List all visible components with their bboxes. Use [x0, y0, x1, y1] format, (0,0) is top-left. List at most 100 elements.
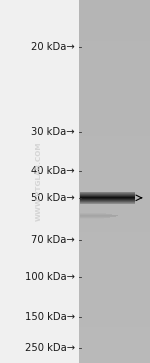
Bar	[79, 186, 150, 189]
Bar	[79, 199, 150, 201]
Bar	[79, 75, 150, 77]
Bar	[79, 327, 150, 329]
Bar	[79, 68, 150, 70]
Bar	[79, 196, 150, 199]
Bar	[79, 213, 150, 215]
Text: 250 kDa→: 250 kDa→	[25, 343, 75, 354]
Bar	[79, 0, 150, 3]
Bar	[79, 19, 150, 22]
Bar	[79, 97, 150, 99]
Bar	[79, 276, 150, 278]
Bar	[79, 126, 150, 128]
Bar	[79, 24, 150, 26]
Bar	[79, 218, 150, 220]
Bar	[79, 266, 150, 269]
Bar	[79, 293, 150, 295]
Bar	[79, 206, 150, 208]
Bar	[79, 41, 150, 44]
Bar	[79, 44, 150, 46]
Bar	[79, 104, 150, 106]
Bar	[79, 133, 150, 135]
Bar	[79, 324, 150, 327]
Bar	[79, 65, 150, 68]
Bar	[79, 61, 150, 63]
Bar	[79, 193, 150, 196]
Bar	[79, 77, 150, 80]
Bar	[79, 145, 150, 148]
Bar	[79, 102, 150, 104]
Bar	[79, 111, 150, 114]
Bar	[79, 201, 150, 203]
Bar	[79, 94, 150, 97]
Bar	[79, 290, 150, 293]
Bar	[79, 99, 150, 102]
Bar	[79, 90, 150, 92]
Bar	[79, 123, 150, 126]
Bar	[79, 337, 150, 339]
Bar	[79, 286, 150, 288]
Bar	[79, 244, 150, 247]
Bar	[79, 254, 150, 257]
Bar	[79, 242, 150, 244]
Bar	[79, 179, 150, 182]
Bar	[79, 39, 150, 41]
Bar	[79, 220, 150, 223]
Bar	[79, 257, 150, 259]
Bar	[79, 339, 150, 341]
Bar	[79, 143, 150, 145]
Bar	[79, 305, 150, 307]
Bar	[79, 164, 150, 167]
Bar	[79, 249, 150, 252]
Bar	[79, 230, 150, 232]
Bar	[79, 5, 150, 7]
Bar	[79, 12, 150, 15]
Bar	[79, 160, 150, 162]
Bar	[79, 252, 150, 254]
Bar	[79, 228, 150, 230]
Bar	[79, 15, 150, 17]
Bar	[79, 135, 150, 138]
Bar	[79, 85, 150, 87]
Bar	[79, 317, 150, 319]
Bar	[79, 182, 150, 184]
Bar	[79, 106, 150, 109]
Bar	[79, 302, 150, 305]
Text: 40 kDa→: 40 kDa→	[31, 166, 75, 176]
Bar	[79, 259, 150, 261]
Bar	[79, 3, 150, 5]
Bar	[79, 140, 150, 143]
Bar	[79, 208, 150, 211]
Bar	[79, 56, 150, 58]
Bar	[79, 152, 150, 155]
Text: WWW.PTGLAB.COM: WWW.PTGLAB.COM	[36, 142, 42, 221]
Bar	[79, 131, 150, 133]
Text: 150 kDa→: 150 kDa→	[25, 311, 75, 322]
Bar	[79, 191, 150, 193]
Bar	[79, 351, 150, 353]
Bar	[79, 87, 150, 90]
Bar	[79, 295, 150, 298]
Bar	[79, 36, 150, 39]
Bar	[79, 329, 150, 331]
Bar	[79, 288, 150, 290]
Bar	[79, 48, 150, 51]
Bar	[79, 17, 150, 19]
Bar	[79, 312, 150, 315]
Bar	[79, 10, 150, 12]
Bar	[79, 172, 150, 174]
Bar	[79, 348, 150, 351]
Bar	[79, 26, 150, 29]
Bar	[79, 269, 150, 271]
Bar	[79, 283, 150, 286]
Bar	[79, 109, 150, 111]
Bar	[79, 116, 150, 119]
Bar	[79, 32, 150, 34]
Bar	[79, 225, 150, 228]
Bar	[79, 114, 150, 116]
Bar	[79, 138, 150, 140]
Bar	[79, 184, 150, 186]
Bar	[79, 223, 150, 225]
Bar	[79, 73, 150, 75]
Bar	[79, 70, 150, 73]
Bar	[79, 162, 150, 164]
